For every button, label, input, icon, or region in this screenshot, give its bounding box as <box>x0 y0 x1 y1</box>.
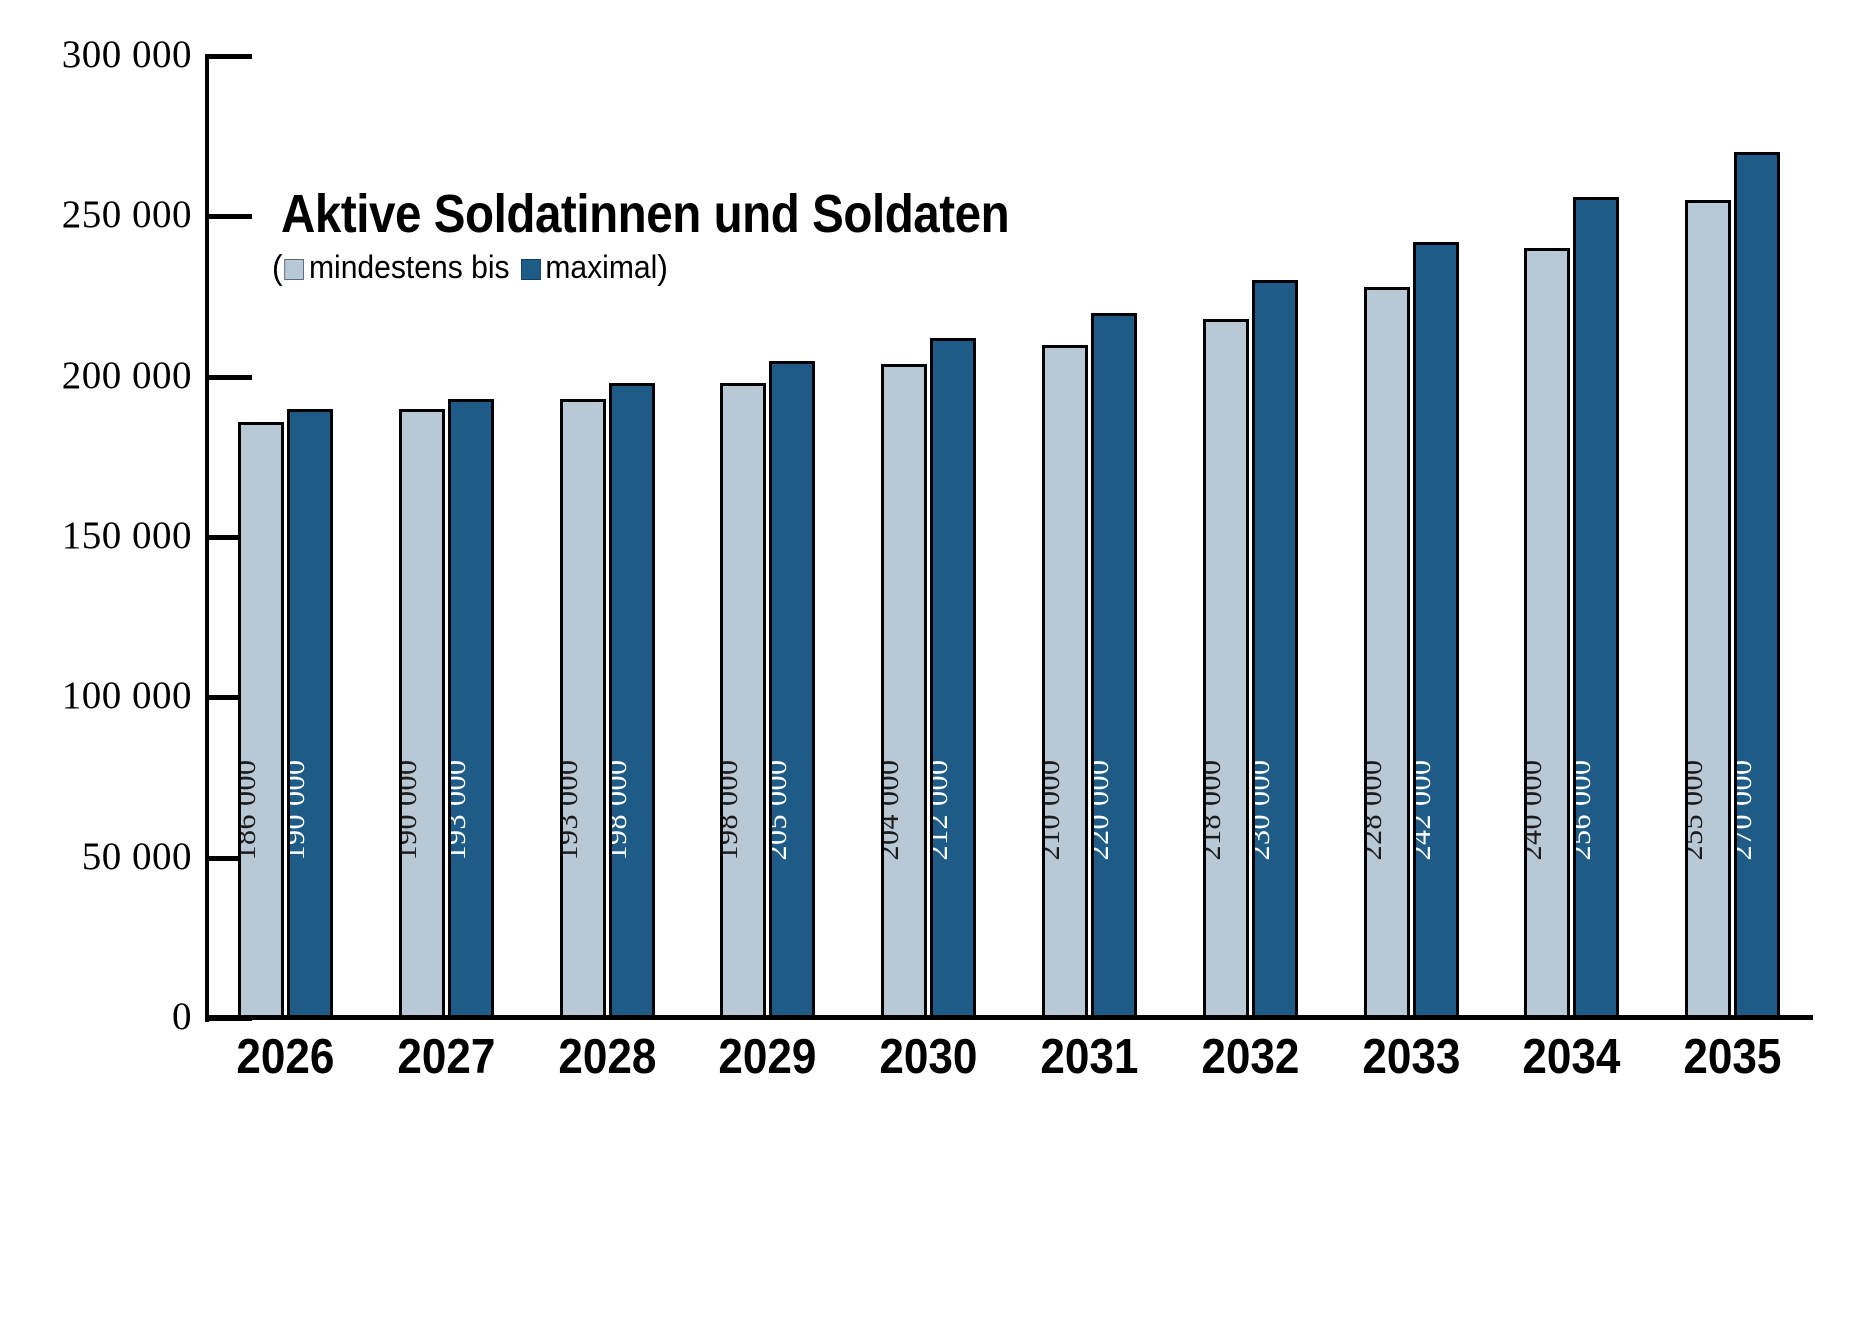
x-label-2031: 2031 <box>1040 1030 1139 1084</box>
chart-title: Aktive Soldatinnen und Soldaten <box>281 184 1010 244</box>
x-label-2029: 2029 <box>718 1030 817 1084</box>
bar-value-label: 220 000 <box>1090 759 1115 861</box>
bar-value-label: 212 000 <box>930 759 955 861</box>
bar-2032-maximum: 230 000 <box>1251 280 1298 1018</box>
bar-2026-minimum: 186 000 <box>237 421 284 1018</box>
bar-value-label: 255 000 <box>1685 759 1710 861</box>
legend-swatch-maximum <box>520 259 541 280</box>
bar-2031-minimum: 210 000 <box>1041 344 1088 1018</box>
legend-swatch-minimum <box>284 259 305 280</box>
y-tick-200000 <box>205 374 252 380</box>
bar-value-label: 190 000 <box>398 759 423 861</box>
y-tick-300000 <box>205 54 252 59</box>
y-tick-50000 <box>205 855 252 861</box>
y-tick-100000 <box>205 695 252 701</box>
x-label-2028: 2028 <box>557 1030 657 1084</box>
x-label-2032: 2032 <box>1201 1030 1300 1084</box>
y-tick-label-150000: 150 000 <box>61 514 192 557</box>
y-tick-label-0: 0 <box>172 995 192 1038</box>
legend-close-paren: ) <box>657 248 668 287</box>
x-axis-line <box>205 1015 1813 1020</box>
y-tick-150000 <box>205 535 252 540</box>
bar-value-label: 186 000 <box>237 759 262 861</box>
y-tick-label-50000: 50 000 <box>81 834 192 878</box>
bar-value-label: 240 000 <box>1524 759 1549 861</box>
bar-2035-maximum: 270 000 <box>1734 152 1781 1018</box>
bar-value-label: 205 000 <box>769 759 794 861</box>
bar-2030-maximum: 212 000 <box>930 338 977 1018</box>
plot-area: 186 000 190 000 190 000 193 000 193 000 198 0… <box>205 40 1830 1030</box>
bar-2026-maximum: 190 000 <box>286 408 333 1018</box>
bar-2035-minimum: 255 000 <box>1685 200 1732 1018</box>
bar-value-label: 256 000 <box>1573 759 1598 861</box>
bar-value-label: 242 000 <box>1412 759 1437 861</box>
bar-2028-minimum: 193 000 <box>559 399 606 1018</box>
bar-2029-maximum: 205 000 <box>769 360 816 1018</box>
bar-2027-minimum: 190 000 <box>398 408 445 1018</box>
bar-2031-maximum: 220 000 <box>1090 312 1137 1018</box>
bar-2027-maximum: 193 000 <box>447 399 494 1018</box>
bar-value-label: 193 000 <box>447 759 472 861</box>
legend-label-maximum: maximal <box>545 249 658 285</box>
bar-value-label: 228 000 <box>1363 759 1388 861</box>
bar-2029-minimum: 198 000 <box>720 383 767 1018</box>
y-tick-label-300000: 300 000 <box>61 33 192 76</box>
y-tick-250000 <box>205 214 252 220</box>
x-label-2030: 2030 <box>879 1030 978 1084</box>
bar-value-label: 210 000 <box>1041 759 1066 861</box>
legend-open-paren: ( <box>272 248 283 287</box>
bar-value-label: 193 000 <box>559 759 584 861</box>
x-label-2027: 2027 <box>397 1030 496 1084</box>
bar-2033-minimum: 228 000 <box>1363 286 1410 1018</box>
x-label-2026: 2026 <box>236 1030 335 1084</box>
bar-value-label: 198 000 <box>720 759 745 861</box>
bar-2034-minimum: 240 000 <box>1524 248 1571 1018</box>
legend-label-minimum: mindestens bis <box>308 249 510 285</box>
y-tick-0 <box>205 1016 252 1021</box>
bar-2033-maximum: 242 000 <box>1412 242 1459 1018</box>
bar-value-label: 204 000 <box>881 759 906 861</box>
bar-value-label: 230 000 <box>1251 759 1276 861</box>
x-label-2033: 2033 <box>1361 1030 1461 1084</box>
x-label-2034: 2034 <box>1522 1030 1621 1084</box>
bar-value-label: 198 000 <box>608 759 633 861</box>
y-tick-label-250000: 250 000 <box>61 193 192 237</box>
bar-value-label: 190 000 <box>286 759 311 861</box>
bar-2032-minimum: 218 000 <box>1202 318 1249 1018</box>
bar-2034-maximum: 256 000 <box>1573 197 1620 1018</box>
x-label-2035: 2035 <box>1683 1030 1782 1084</box>
bar-value-label: 218 000 <box>1202 759 1227 861</box>
bar-2028-maximum: 198 000 <box>608 383 655 1018</box>
y-tick-label-100000: 100 000 <box>61 674 192 718</box>
bar-2030-minimum: 204 000 <box>881 363 928 1018</box>
chart-legend: ( mindestens bis maximal ) <box>272 249 668 286</box>
bar-value-label: 270 000 <box>1734 759 1759 861</box>
y-tick-label-200000: 200 000 <box>61 353 192 397</box>
